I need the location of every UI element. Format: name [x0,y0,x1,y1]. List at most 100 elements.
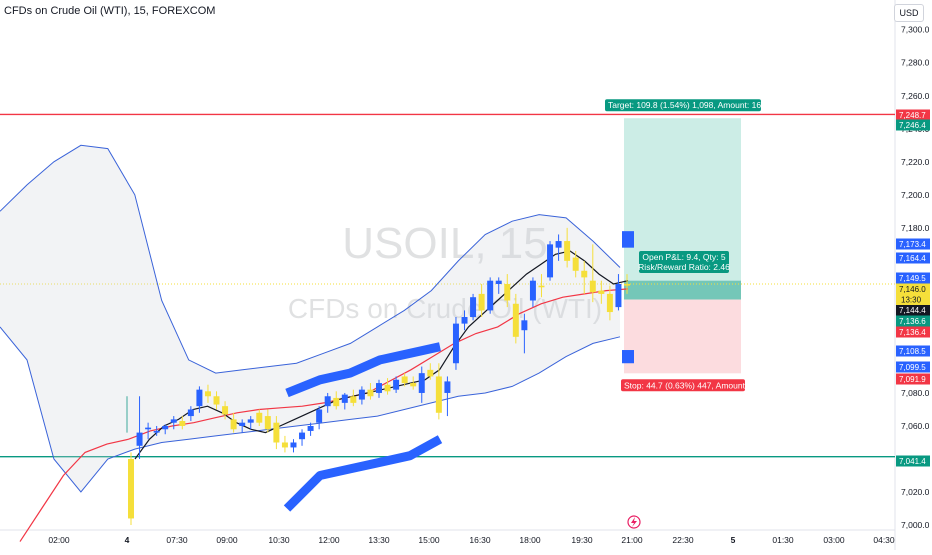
watermark-description: CFDs on Crude Oil (WTI) [288,293,602,324]
price-badge-bg [896,345,930,357]
time-tick-label: 02:00 [48,535,70,545]
candle[interactable] [239,419,246,433]
candle[interactable] [204,384,211,403]
candle[interactable] [196,386,203,413]
symbol-title[interactable]: CFDs on Crude Oil (WTI), 15, FOREXCOM [4,5,216,17]
candle[interactable] [358,386,365,405]
watermark-symbol: USOIL, 15 [342,219,547,268]
candle[interactable] [222,401,229,420]
candle[interactable] [564,227,571,268]
price-badge[interactable]: 7,041.4 [896,455,930,467]
candle[interactable] [162,424,169,435]
candle[interactable] [170,416,177,430]
candle[interactable] [410,376,417,390]
candle[interactable] [521,313,528,354]
candle[interactable] [615,274,622,311]
price-tick-label: 7,180.0 [901,223,930,233]
candle[interactable] [367,383,374,400]
candle[interactable] [555,234,562,261]
candle[interactable] [307,422,314,436]
candle[interactable] [572,250,579,278]
candle[interactable] [512,293,519,344]
candle[interactable] [264,409,271,433]
candle[interactable] [256,409,263,426]
candle[interactable] [452,317,459,370]
target-label[interactable]: Target: 109.8 (1.54%) 1,098, Amount: 161… [605,99,783,112]
lower-ribbon [283,435,443,512]
candle[interactable] [444,376,451,417]
candle[interactable] [470,293,477,321]
candle[interactable] [538,274,545,298]
candle[interactable] [273,416,280,450]
countdown-text: 13:30 [901,296,922,305]
candle[interactable] [341,392,348,410]
candle[interactable] [179,416,186,430]
price-badge[interactable]: 7,246.4 [896,119,930,131]
candle[interactable] [606,285,613,321]
price-badge[interactable]: 7,099.5 [896,361,930,373]
candle-body [222,406,229,415]
candle[interactable] [478,283,485,318]
stop-zone[interactable] [624,299,741,374]
candle[interactable] [427,363,434,380]
candle[interactable] [581,260,588,294]
candle[interactable] [350,389,357,407]
candle[interactable] [187,406,194,422]
candle-body [179,421,186,426]
candle[interactable] [324,392,331,413]
candle-body [333,397,340,407]
price-badge-text: 7,248.7 [899,111,926,120]
candle[interactable] [598,280,605,304]
price-badge[interactable]: 7,091.9 [896,373,930,385]
candle-body [581,270,588,278]
price-badge-text: 7,164.4 [899,254,926,263]
candle[interactable] [589,244,596,303]
candle[interactable] [435,363,442,420]
candle[interactable] [316,406,323,430]
candle[interactable] [290,439,297,453]
currency-button[interactable]: USD [894,4,924,22]
candle[interactable] [495,277,502,294]
price-badge[interactable]: 7,149.5 [896,272,930,284]
price-badge[interactable]: 7,136.4 [896,326,930,338]
candle[interactable] [299,429,306,446]
candle[interactable] [230,412,237,433]
candle[interactable] [393,376,400,393]
candle-body [452,323,459,364]
candle[interactable] [153,425,160,436]
candle[interactable] [128,452,134,526]
price-tick-label: 7,260.0 [901,91,930,101]
price-badge-bg [896,119,930,131]
candle[interactable] [281,435,288,453]
price-badge[interactable]: 7,136.6 [896,315,930,327]
candle[interactable] [333,391,340,410]
candle[interactable] [247,416,254,430]
candle[interactable] [401,373,408,387]
price-badge[interactable]: 7,144.4 [896,304,930,316]
candle[interactable] [145,422,152,440]
candle-body [410,383,417,387]
candle[interactable] [624,274,630,294]
candle[interactable] [213,391,220,410]
candle[interactable] [487,277,494,314]
price-badge[interactable]: 7,164.4 [896,252,930,264]
price-badge[interactable]: 7,108.5 [896,345,930,357]
countdown-badge: 13:30 [896,294,930,305]
price-badge[interactable]: 7,146.0 [896,283,930,295]
stop-label[interactable]: Stop: 44.7 (0.63%) 447, Amount: 750 [621,379,764,392]
candle[interactable] [384,378,391,395]
candle[interactable] [529,277,536,308]
candle[interactable] [547,241,554,281]
price-badge[interactable]: 7,248.7 [896,109,930,121]
lightning-icon[interactable] [627,515,641,529]
price-badge[interactable]: 7,173.4 [896,238,930,250]
price-badge-bg [896,272,930,284]
candle[interactable] [504,274,511,308]
candle[interactable] [136,396,143,460]
candle[interactable] [461,310,468,331]
candle[interactable] [376,379,382,398]
candle[interactable] [418,366,425,403]
